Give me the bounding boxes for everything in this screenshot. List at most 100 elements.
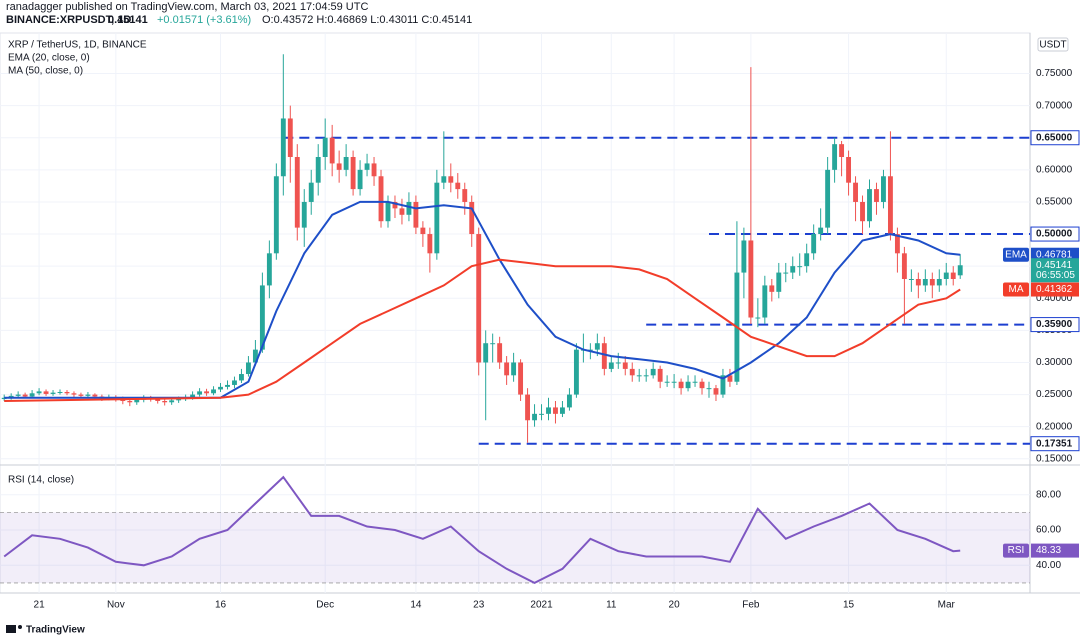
- candle-body: [336, 163, 342, 170]
- tag-value-box: [1031, 282, 1079, 297]
- candle-body: [483, 343, 489, 363]
- candle-body: [211, 389, 216, 394]
- candle-body: [92, 394, 98, 397]
- tag-value-box: [1031, 247, 1079, 262]
- candle-body: [636, 375, 642, 377]
- tag-name: RSI: [1008, 545, 1025, 556]
- candle-body: [197, 391, 203, 395]
- level-label: 0.50000: [1036, 229, 1073, 240]
- tag-value-box: [1031, 258, 1079, 283]
- x-tick-label: Dec: [316, 600, 334, 611]
- candle-body: [497, 343, 503, 363]
- candle-body: [434, 182, 440, 254]
- candle-body: [601, 343, 607, 369]
- x-tick-label: 21: [34, 600, 46, 611]
- candle-body: [692, 381, 698, 383]
- candle-body: [790, 266, 796, 273]
- level-label: 0.17351: [1036, 438, 1073, 449]
- currency-box[interactable]: [1037, 37, 1069, 52]
- candle-body: [232, 380, 237, 385]
- candle-body: [218, 386, 223, 390]
- y-tick-label: 0.20000: [1036, 421, 1073, 432]
- candle-body: [64, 392, 70, 394]
- candle-body: [615, 362, 621, 364]
- candle-body: [127, 401, 133, 403]
- candle-body: [811, 234, 817, 254]
- candle-body: [504, 362, 510, 376]
- candle-body: [29, 393, 35, 397]
- y-tick-label: 80.00: [1036, 489, 1061, 500]
- candle-body: [308, 182, 314, 202]
- candle-body: [455, 182, 461, 190]
- candle-body: [685, 381, 691, 389]
- candle-body: [462, 189, 468, 202]
- candle-body: [511, 362, 517, 376]
- candle-body: [546, 407, 551, 414]
- level-label-box: [1030, 130, 1080, 146]
- candle-body: [943, 272, 949, 279]
- candle-body: [252, 349, 258, 363]
- candle-body: [239, 374, 244, 381]
- y-tick-label: 0.75000: [1036, 68, 1073, 79]
- candle-body: [280, 118, 286, 177]
- level-label: 0.35900: [1036, 319, 1073, 330]
- candle-body: [329, 137, 335, 164]
- level-label-box: [1030, 226, 1080, 242]
- candle-body: [643, 375, 649, 377]
- candle-body: [657, 368, 663, 382]
- candle-body: [741, 240, 747, 273]
- candle-body: [294, 157, 300, 228]
- candle-body: [720, 375, 726, 395]
- candle-body: [343, 157, 349, 170]
- x-tick-label: Feb: [742, 600, 760, 611]
- candle-body: [832, 144, 838, 170]
- candle-body: [176, 399, 182, 401]
- candle-body: [671, 381, 677, 383]
- candle-body: [853, 182, 858, 202]
- tag-value-box: [1031, 543, 1079, 558]
- tag-value: 0.45141: [1036, 260, 1073, 271]
- candle-body: [532, 413, 537, 421]
- tag-countdown: 06:55:05: [1036, 270, 1075, 281]
- candle-body: [769, 285, 775, 292]
- candle-body: [894, 234, 900, 254]
- y-tick-label: 40.00: [1036, 560, 1061, 571]
- candle-body: [587, 349, 593, 351]
- candle-body: [776, 272, 782, 292]
- x-tick-label: Nov: [107, 600, 125, 611]
- publisher: ranadagger published on TradingView.com,…: [6, 1, 368, 13]
- candle-body: [950, 272, 956, 279]
- candle-body: [573, 349, 579, 395]
- brand: TradingView: [26, 625, 85, 636]
- rsi-title: RSI (14, close): [8, 475, 74, 486]
- candle-body: [301, 201, 307, 228]
- candle-body: [43, 391, 49, 394]
- candle-body: [881, 176, 886, 202]
- candle-body: [371, 163, 377, 177]
- candle-body: [287, 118, 293, 157]
- tag-name-box: [1003, 282, 1029, 297]
- candle-body: [664, 381, 670, 383]
- candle-body: [448, 176, 454, 183]
- candle-body: [399, 208, 405, 215]
- tag-name-box: [1003, 543, 1029, 558]
- candle-body: [748, 240, 754, 318]
- candle-body: [476, 234, 482, 363]
- candle-body: [364, 163, 370, 170]
- candle-body: [762, 285, 768, 318]
- candle-body: [22, 394, 28, 397]
- candle-body: [608, 362, 614, 369]
- candle-body: [936, 279, 942, 286]
- candle-body: [204, 391, 210, 394]
- candle-body: [273, 176, 279, 254]
- y-tick-label: 0.70000: [1036, 100, 1073, 111]
- level-label-box: [1030, 317, 1080, 333]
- rsi-band: [0, 512, 1030, 583]
- candle-body: [908, 279, 914, 280]
- candle-body: [622, 362, 628, 369]
- candle-body: [71, 393, 77, 395]
- currency: USDT: [1039, 40, 1066, 51]
- x-tick-label: 2021: [530, 600, 553, 611]
- tag-name: EMA: [1005, 249, 1027, 260]
- candle-body: [629, 368, 635, 376]
